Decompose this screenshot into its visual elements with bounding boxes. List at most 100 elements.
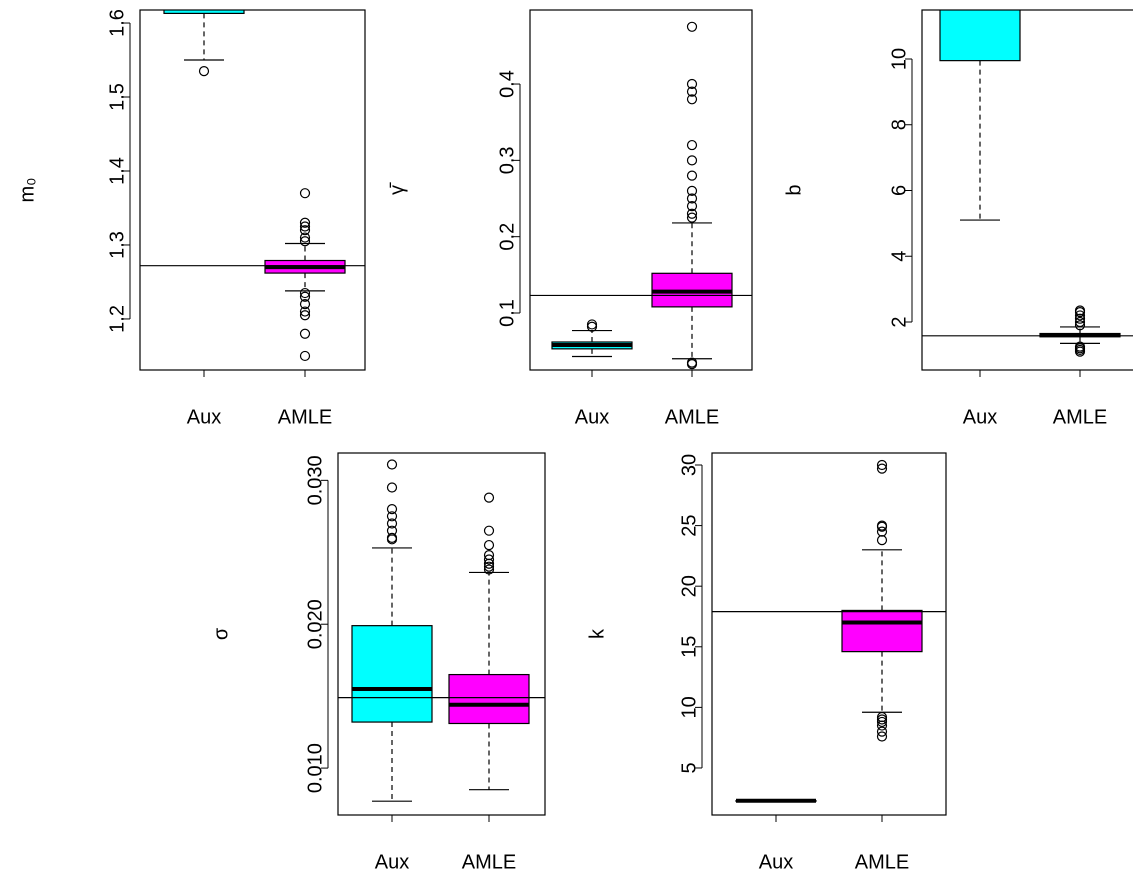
outlier — [876, 463, 888, 474]
outlier — [1074, 310, 1086, 321]
x-tick-label: AMLE — [855, 851, 909, 873]
outlier — [483, 550, 495, 561]
outlier — [386, 482, 398, 493]
outlier — [686, 21, 698, 32]
y-tick-label: 1.4 — [106, 157, 128, 185]
x-tick-label: AMLE — [462, 851, 516, 873]
outlier — [299, 306, 311, 317]
plot-area — [530, 21, 752, 370]
y-tick-label: 0.3 — [496, 146, 518, 174]
outlier — [686, 86, 698, 97]
plot-area — [922, 10, 1133, 357]
plot-frame — [337, 452, 546, 816]
outlier — [686, 208, 698, 219]
y-tick-label: 0.010 — [304, 743, 326, 793]
outlier — [686, 139, 698, 151]
outlier — [299, 188, 311, 199]
outlier — [876, 714, 888, 725]
x-tick-label: Aux — [575, 406, 609, 428]
outlier — [1074, 346, 1086, 357]
outlier — [299, 291, 311, 302]
outlier — [686, 359, 698, 370]
y-tick-label: 10 — [888, 48, 910, 70]
x-tick-label: Aux — [759, 851, 793, 873]
outlier — [299, 310, 311, 321]
y-tick-label: 8 — [888, 119, 910, 130]
y-tick-label: 0.030 — [304, 455, 326, 505]
box — [939, 10, 1021, 62]
outlier — [299, 236, 311, 247]
box — [351, 625, 433, 723]
box — [448, 673, 530, 725]
outlier — [198, 66, 210, 77]
y-tick-label: 6 — [888, 185, 910, 196]
y-tick-label: 0.020 — [304, 599, 326, 649]
outlier — [1074, 320, 1086, 331]
outlier — [686, 155, 698, 166]
y-tick-label: 2 — [888, 316, 910, 327]
y-tick-label: 0.1 — [496, 299, 518, 327]
y-axis-label: σ — [210, 627, 232, 640]
x-tick-label: AMLE — [278, 406, 332, 428]
outlier — [876, 731, 888, 742]
outlier — [686, 94, 698, 105]
y-axis-label: γ̄ — [386, 182, 408, 195]
outlier — [386, 525, 398, 536]
y-tick-label: 30 — [678, 454, 700, 476]
outlier — [686, 185, 698, 196]
outlier — [586, 319, 598, 330]
outlier — [386, 518, 398, 529]
outlier — [686, 212, 698, 223]
outlier — [686, 201, 698, 212]
plot-frame — [921, 9, 1133, 371]
y-axis-label: b — [783, 184, 805, 195]
outlier — [1074, 316, 1086, 328]
y-tick-label: 20 — [678, 575, 700, 597]
outlier — [483, 539, 495, 551]
plot-frame — [529, 9, 753, 371]
outlier — [483, 492, 495, 503]
outlier — [299, 232, 311, 243]
x-tick-label: Aux — [375, 851, 409, 873]
outlier — [299, 328, 311, 339]
outlier — [299, 299, 311, 310]
outlier — [1074, 313, 1086, 324]
outlier — [483, 525, 495, 536]
outlier — [876, 459, 888, 471]
y-axis-label: k — [586, 628, 608, 639]
y-tick-label: 10 — [678, 696, 700, 718]
outlier — [876, 726, 888, 737]
y-axis-label: m₀ — [16, 178, 38, 203]
outlier — [483, 564, 495, 575]
outlier — [686, 193, 698, 204]
y-tick-label: 15 — [678, 636, 700, 658]
outlier — [876, 716, 888, 728]
outlier — [686, 170, 698, 181]
outlier — [483, 561, 495, 572]
x-tick-label: AMLE — [665, 406, 719, 428]
outlier — [299, 221, 311, 232]
y-tick-label: 25 — [678, 514, 700, 536]
outlier — [876, 720, 888, 731]
outlier — [299, 287, 311, 299]
y-tick-label: 1.6 — [106, 9, 128, 37]
y-tick-label: 0.2 — [496, 223, 518, 251]
y-tick-label: 5 — [678, 762, 700, 773]
plot-area — [140, 10, 365, 362]
plot-frame — [711, 452, 947, 816]
y-tick-label: 1.2 — [106, 305, 128, 333]
outlier — [1074, 305, 1086, 316]
outlier — [876, 535, 888, 546]
outlier — [386, 459, 398, 470]
y-tick-label: 1.5 — [106, 83, 128, 111]
y-tick-label: 1.3 — [106, 231, 128, 259]
outlier — [299, 225, 311, 236]
x-tick-label: Aux — [963, 406, 997, 428]
x-tick-label: AMLE — [1053, 406, 1107, 428]
x-tick-label: Aux — [187, 406, 221, 428]
outlier — [386, 532, 398, 543]
outlier — [876, 520, 888, 531]
plot-area — [338, 459, 545, 802]
